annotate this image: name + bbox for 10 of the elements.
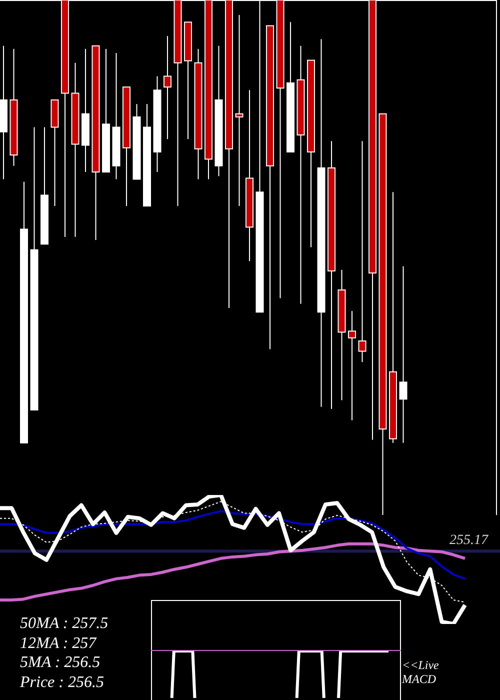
text: Price : 256.5 bbox=[20, 672, 105, 692]
annotation: 255.17 bbox=[448, 533, 488, 549]
annotation: 50MA : 257.5 bbox=[20, 614, 110, 634]
text: 12MA : 257 bbox=[20, 634, 98, 654]
candlestick bbox=[399, 266, 408, 443]
candlestick bbox=[235, 14, 244, 206]
candlestick bbox=[348, 311, 356, 420]
candlestick bbox=[358, 141, 366, 362]
text: 5MA : 256.5 bbox=[20, 653, 102, 673]
annotation: <<Live MACD bbox=[402, 658, 440, 686]
